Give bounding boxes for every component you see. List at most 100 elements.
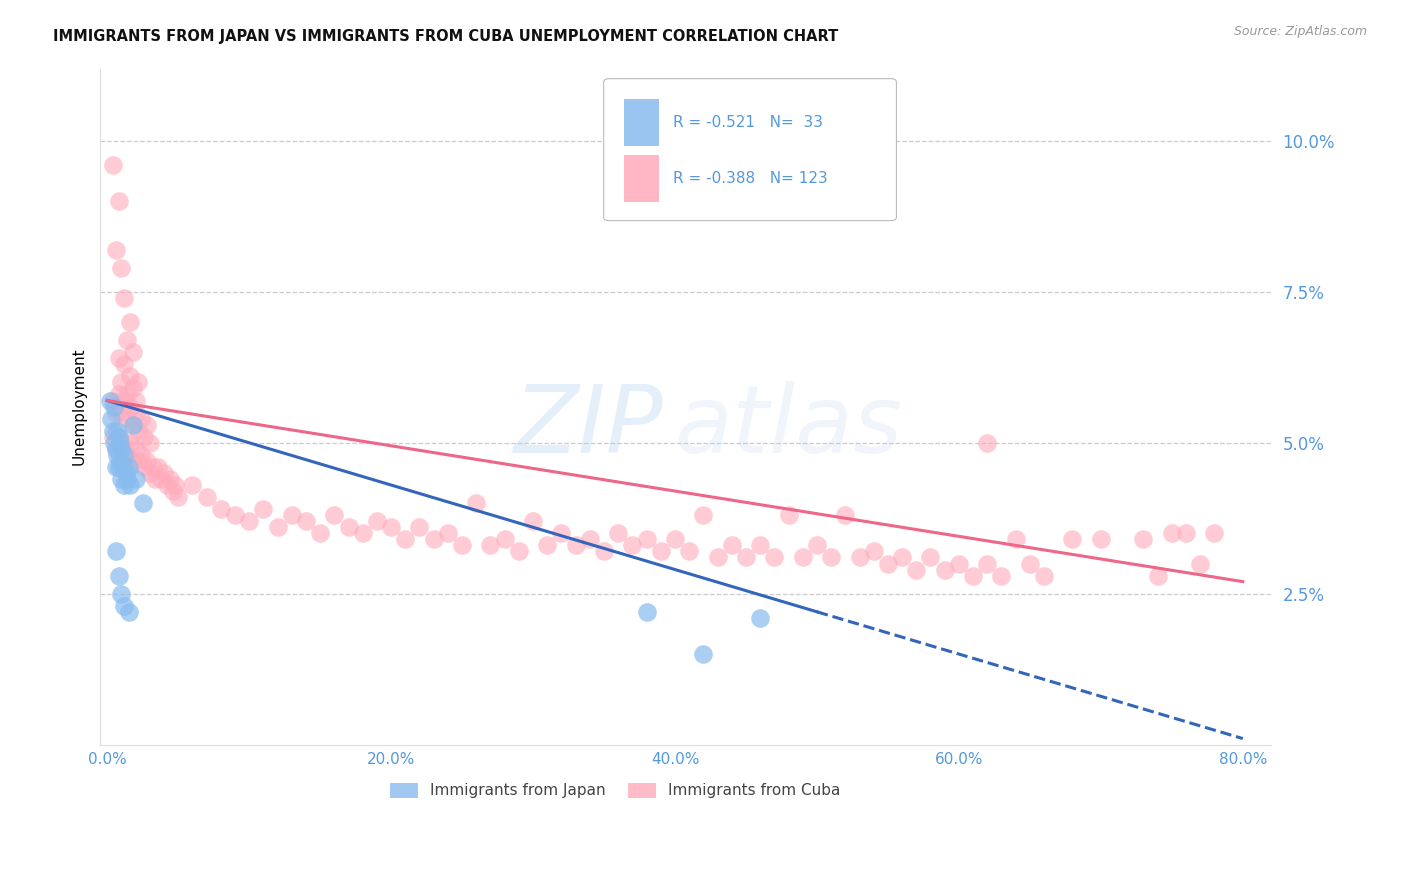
Point xyxy=(112,357,135,371)
Point xyxy=(862,544,884,558)
Point xyxy=(422,533,444,547)
Point xyxy=(1160,526,1182,541)
Point xyxy=(1004,533,1026,547)
Point xyxy=(121,417,143,432)
Point xyxy=(118,400,141,414)
Point xyxy=(706,550,728,565)
Point xyxy=(115,387,138,401)
Point xyxy=(990,568,1012,582)
Point xyxy=(976,557,998,571)
Point xyxy=(107,568,129,582)
Point xyxy=(118,369,141,384)
Point xyxy=(121,381,143,395)
Point xyxy=(118,435,141,450)
Point xyxy=(195,490,218,504)
Point xyxy=(1189,557,1212,571)
FancyBboxPatch shape xyxy=(603,78,897,220)
Point xyxy=(101,424,124,438)
Point xyxy=(522,514,544,528)
Point xyxy=(564,538,586,552)
Point xyxy=(309,526,332,541)
Legend: Immigrants from Japan, Immigrants from Cuba: Immigrants from Japan, Immigrants from C… xyxy=(384,777,846,805)
Point xyxy=(749,611,772,625)
Point xyxy=(124,406,146,420)
Point xyxy=(877,557,900,571)
Point xyxy=(720,538,742,552)
Point xyxy=(134,430,156,444)
Point xyxy=(103,400,125,414)
Point xyxy=(115,333,138,347)
Point xyxy=(110,260,132,275)
Point xyxy=(156,478,179,492)
Point xyxy=(238,514,260,528)
Point xyxy=(735,550,758,565)
Point xyxy=(117,605,139,619)
Point xyxy=(536,538,558,552)
Point xyxy=(112,448,135,462)
Point xyxy=(692,647,714,661)
Point xyxy=(115,448,138,462)
Point xyxy=(905,562,928,576)
Point xyxy=(104,243,127,257)
Text: IMMIGRANTS FROM JAPAN VS IMMIGRANTS FROM CUBA UNEMPLOYMENT CORRELATION CHART: IMMIGRANTS FROM JAPAN VS IMMIGRANTS FROM… xyxy=(53,29,838,44)
Point xyxy=(352,526,374,541)
Point xyxy=(142,459,165,474)
Point xyxy=(124,472,146,486)
Point xyxy=(124,442,146,456)
Point xyxy=(100,411,122,425)
Point xyxy=(104,442,127,456)
Point xyxy=(114,466,136,480)
Point xyxy=(110,442,132,456)
Text: Source: ZipAtlas.com: Source: ZipAtlas.com xyxy=(1233,25,1367,38)
Point xyxy=(167,490,190,504)
Point xyxy=(159,472,181,486)
Point xyxy=(112,393,135,408)
Point xyxy=(1175,526,1198,541)
Point xyxy=(323,508,346,523)
Point xyxy=(139,466,162,480)
Point xyxy=(749,538,772,552)
Point xyxy=(820,550,842,565)
Point xyxy=(124,393,146,408)
Point xyxy=(115,472,138,486)
Point xyxy=(394,533,416,547)
Point xyxy=(101,393,124,408)
Point xyxy=(479,538,502,552)
Point xyxy=(139,435,162,450)
Point xyxy=(976,435,998,450)
Point xyxy=(121,345,143,359)
Point xyxy=(118,478,141,492)
Point xyxy=(145,472,167,486)
Point xyxy=(129,448,152,462)
Point xyxy=(105,448,128,462)
Point xyxy=(121,454,143,468)
Y-axis label: Unemployment: Unemployment xyxy=(72,348,86,466)
Point xyxy=(366,514,388,528)
Text: ZIP: ZIP xyxy=(513,382,662,473)
Point xyxy=(129,411,152,425)
Point xyxy=(105,424,128,438)
Point xyxy=(465,496,488,510)
Point xyxy=(107,351,129,366)
Point xyxy=(806,538,828,552)
Point xyxy=(678,544,700,558)
Point xyxy=(121,417,143,432)
Point xyxy=(266,520,288,534)
Point xyxy=(494,533,516,547)
Point xyxy=(136,454,159,468)
Point xyxy=(1018,557,1040,571)
Point xyxy=(127,424,149,438)
Point xyxy=(101,158,124,172)
Point xyxy=(692,508,714,523)
Point xyxy=(107,194,129,209)
Point xyxy=(165,478,187,492)
Point xyxy=(763,550,786,565)
Point xyxy=(224,508,246,523)
Point xyxy=(962,568,984,582)
Point xyxy=(593,544,616,558)
Point xyxy=(134,459,156,474)
Point xyxy=(110,376,132,390)
Point xyxy=(104,442,127,456)
Point xyxy=(848,550,870,565)
Point xyxy=(104,459,127,474)
